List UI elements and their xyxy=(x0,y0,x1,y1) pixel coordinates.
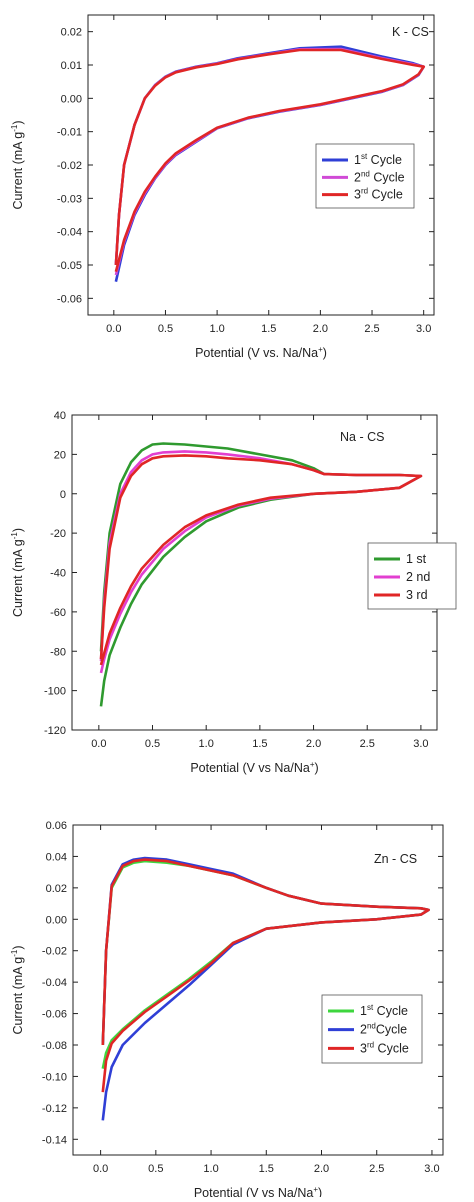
legend-entry-3: 3 rd xyxy=(406,588,428,602)
chart-panel-na-cs: 40 20 0 -20 -40 -60 -80 -100 -120 0.0 0.5 1.0 1.5 2.0… xyxy=(0,395,474,795)
y-tick-label: -0.02 xyxy=(57,160,82,172)
chart-panel-zn-cs: 0.06 0.04 0.02 0.00 -0.02 -0.04 -0.06 -0.08 -0.1… xyxy=(0,805,474,1200)
x-tick-label: 1.0 xyxy=(203,1163,218,1175)
y-tick-label: 0.06 xyxy=(46,820,67,832)
y-tick-label: -0.04 xyxy=(42,977,67,989)
legend-entry-3: 3rd Cycle xyxy=(354,187,403,202)
legend-entry-2: 2ndCycle xyxy=(360,1022,407,1037)
y-tick-label: -0.06 xyxy=(42,1009,67,1021)
chart-k-cs: 0.02 0.01 0.00 -0.01 -0.02 -0.03 -0.04 -0.05 -0.… xyxy=(10,14,435,360)
y-tick-label: 0.01 xyxy=(61,60,82,72)
series-line-3 xyxy=(114,48,425,273)
y-tick-label: -80 xyxy=(50,646,66,658)
sample-label: K - CS xyxy=(392,25,429,39)
x-tick-label: 3.0 xyxy=(416,323,431,335)
x-tick-label: 2.5 xyxy=(360,738,375,750)
y-tick-label: 20 xyxy=(54,449,66,461)
y-tick-label: -0.14 xyxy=(42,1134,67,1146)
y-axis-label: Current (mA g-1) xyxy=(10,528,25,617)
legend-entry-1: 1st Cycle xyxy=(360,1003,408,1018)
x-tick-label: 1.0 xyxy=(199,738,214,750)
series-line-3 xyxy=(101,858,430,1093)
x-tick-label: 0.0 xyxy=(93,1163,108,1175)
legend-entry-2: 2nd Cycle xyxy=(354,169,405,184)
x-tick-label: 2.5 xyxy=(369,1163,384,1175)
y-tick-label: -120 xyxy=(44,725,66,737)
y-tick-label: 0.02 xyxy=(61,27,82,39)
x-tick-label: 1.0 xyxy=(209,323,224,335)
y-axis-label: Current (mA g-1) xyxy=(10,945,25,1034)
y-tick-label: 0.00 xyxy=(46,914,67,926)
series-line-3 xyxy=(99,454,423,666)
y-tick-label: -0.01 xyxy=(57,127,82,139)
x-tick-label: 2.0 xyxy=(314,1163,329,1175)
y-tick-label: -0.03 xyxy=(57,193,82,205)
x-tick-label: 2.5 xyxy=(364,323,379,335)
legend-entry-2: 2 nd xyxy=(406,570,430,584)
x-tick-label: 3.0 xyxy=(413,738,428,750)
y-tick-label: -40 xyxy=(50,568,66,580)
y-tick-label: -0.02 xyxy=(42,946,67,958)
y-axis-label: Current (mA g-1) xyxy=(10,120,25,209)
sample-label: Zn - CS xyxy=(374,852,417,866)
x-tick-label: 1.5 xyxy=(259,1163,274,1175)
y-tick-label: -60 xyxy=(50,607,66,619)
y-tick-label: 0.02 xyxy=(46,883,67,895)
x-tick-label: 0.0 xyxy=(106,323,121,335)
chart-na-cs: 40 20 0 -20 -40 -60 -80 -100 -120 0.0 0.5 1.0 1.5 2.0… xyxy=(10,410,457,775)
x-tick-label: 1.5 xyxy=(261,323,276,335)
y-tick-label: 0.04 xyxy=(46,851,67,863)
chart-panel-k-cs: 0.02 0.01 0.00 -0.01 -0.02 -0.03 -0.04 -0.05 -0.… xyxy=(0,0,474,380)
y-tick-label: -0.12 xyxy=(42,1103,67,1115)
y-tick-label: -20 xyxy=(50,528,66,540)
x-tick-label: 0.5 xyxy=(158,323,173,335)
chart-zn-cs: 0.06 0.04 0.02 0.00 -0.02 -0.04 -0.06 -0.08 -0.1… xyxy=(10,820,444,1200)
series-line-2 xyxy=(101,856,430,1121)
x-tick-label: 0.5 xyxy=(145,738,160,750)
x-axis-label: Potential (V vs Na/Na+) xyxy=(194,1185,322,1197)
y-tick-label: -0.10 xyxy=(42,1071,67,1083)
y-tick-label: -0.08 xyxy=(42,1040,67,1052)
x-tick-label: 0.5 xyxy=(148,1163,163,1175)
y-tick-label: -0.05 xyxy=(57,260,82,272)
x-tick-label: 2.0 xyxy=(306,738,321,750)
x-tick-label: 0.0 xyxy=(91,738,106,750)
y-tick-label: -100 xyxy=(44,686,66,698)
legend-entry-1: 1st Cycle xyxy=(354,152,402,167)
y-tick-label: -0.06 xyxy=(57,293,82,305)
x-axis-label: Potential (V vs. Na/Na+) xyxy=(195,345,327,360)
legend-entry-1: 1 st xyxy=(406,552,427,566)
legend-entry-3: 3rd Cycle xyxy=(360,1040,409,1055)
y-tick-label: 40 xyxy=(54,410,66,422)
x-tick-label: 2.0 xyxy=(313,323,328,335)
y-tick-label: 0.00 xyxy=(61,93,82,105)
x-tick-label: 3.0 xyxy=(424,1163,439,1175)
x-tick-label: 1.5 xyxy=(252,738,267,750)
plot-frame xyxy=(72,824,444,1156)
sample-label: Na - CS xyxy=(340,430,384,444)
y-tick-label: 0 xyxy=(60,489,66,501)
y-tick-label: -0.04 xyxy=(57,227,82,239)
x-axis-label: Potential (V vs Na/Na+) xyxy=(190,760,318,775)
